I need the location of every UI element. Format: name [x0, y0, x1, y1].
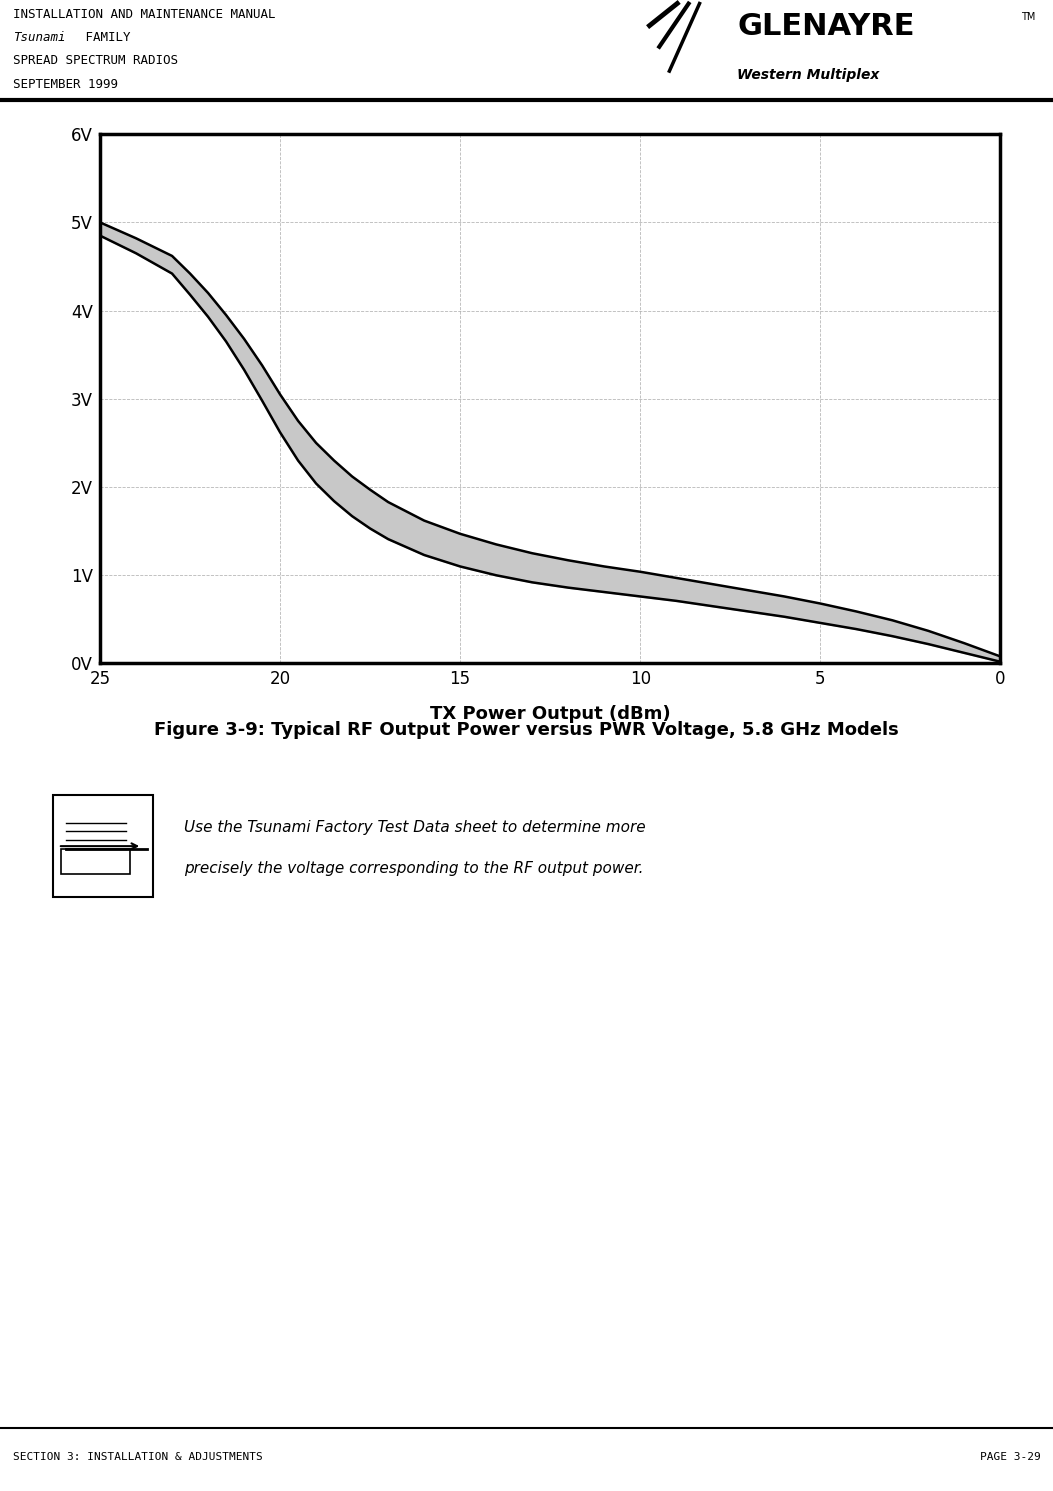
- Text: precisely the voltage corresponding to the RF output power.: precisely the voltage corresponding to t…: [184, 862, 643, 877]
- Text: Western Multiplex: Western Multiplex: [737, 67, 879, 82]
- X-axis label: TX Power Output (dBm): TX Power Output (dBm): [430, 705, 671, 723]
- Text: PAGE 3-29: PAGE 3-29: [979, 1452, 1040, 1463]
- Text: FAMILY: FAMILY: [78, 31, 131, 45]
- Text: INSTALLATION AND MAINTENANCE MANUAL: INSTALLATION AND MAINTENANCE MANUAL: [13, 7, 275, 21]
- Text: SECTION 3: INSTALLATION & ADJUSTMENTS: SECTION 3: INSTALLATION & ADJUSTMENTS: [13, 1452, 262, 1463]
- Text: Tsunami: Tsunami: [13, 31, 65, 45]
- Text: GLENAYRE: GLENAYRE: [737, 12, 915, 40]
- Text: Use the Tsunami Factory Test Data sheet to determine more: Use the Tsunami Factory Test Data sheet …: [184, 820, 645, 835]
- Text: SEPTEMBER 1999: SEPTEMBER 1999: [13, 78, 118, 91]
- Text: SPREAD SPECTRUM RADIOS: SPREAD SPECTRUM RADIOS: [13, 54, 178, 67]
- Text: TM: TM: [1021, 12, 1036, 22]
- Text: Figure 3-9: Typical RF Output Power versus PWR Voltage, 5.8 GHz Models: Figure 3-9: Typical RF Output Power vers…: [154, 722, 899, 740]
- FancyBboxPatch shape: [61, 848, 130, 874]
- FancyBboxPatch shape: [53, 796, 153, 898]
